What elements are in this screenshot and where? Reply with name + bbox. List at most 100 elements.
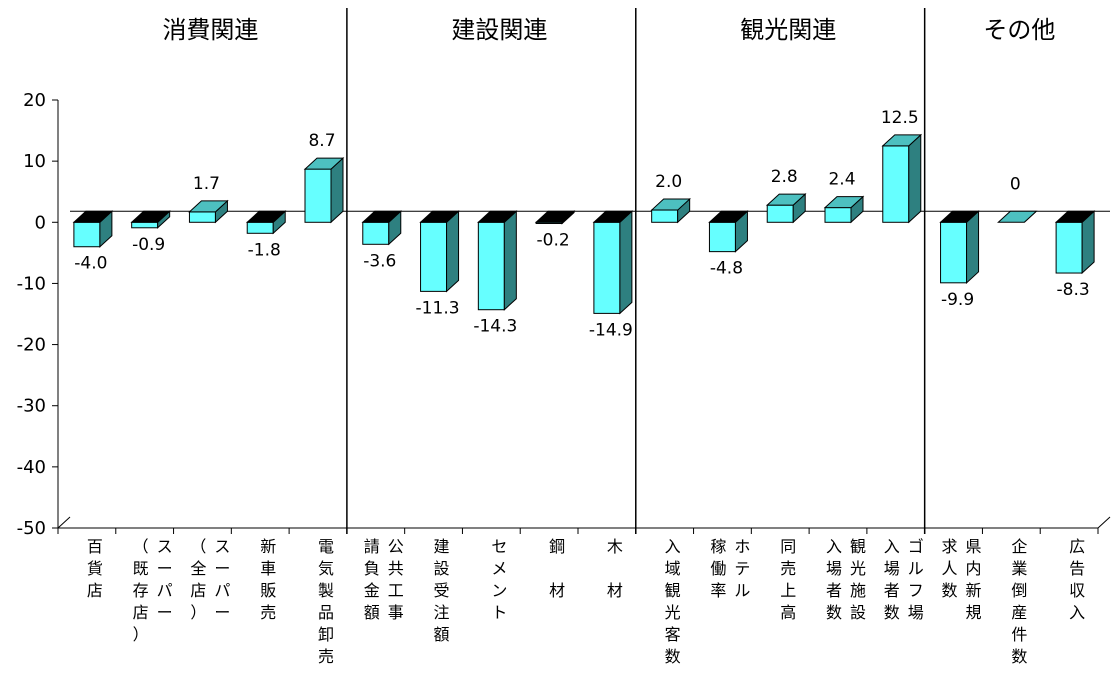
bar-side	[908, 133, 922, 224]
bar-side	[503, 210, 517, 311]
category-label-char: 既	[133, 559, 149, 578]
data-label: 2.8	[771, 167, 798, 187]
category-label-char: パ	[157, 581, 173, 600]
y-tick-label: 20	[23, 90, 46, 111]
y-tick-label: -30	[17, 396, 46, 417]
category-label-char: ホ	[734, 537, 750, 556]
group-title: 建設関連	[451, 16, 547, 44]
category-label-char	[549, 559, 565, 578]
category-label-char: 入	[826, 537, 842, 556]
category-label-char: 新	[966, 581, 982, 600]
category-label-char: ス	[157, 537, 173, 556]
data-label: 1.7	[193, 174, 220, 194]
category-label-char: ー	[214, 559, 230, 578]
category-label-char: 受	[434, 581, 450, 600]
category-label-char: 稼	[710, 537, 726, 556]
y-tick-label: 0	[35, 212, 46, 233]
category-label-char: ）	[133, 625, 149, 644]
category-label-char: 域	[665, 559, 681, 578]
category-label-char: 金	[364, 581, 380, 600]
bar-front	[766, 204, 794, 223]
category-label-char: 者	[884, 581, 900, 600]
category-label-char: 件	[1011, 625, 1027, 644]
category-label-char: 光	[850, 559, 866, 578]
category-label-char: 売	[780, 559, 796, 578]
category-label-char	[607, 559, 623, 578]
bar-front	[246, 221, 274, 234]
category-label-char: 請	[364, 537, 380, 556]
category-label-char: 数	[1011, 647, 1027, 666]
bar	[130, 210, 171, 229]
category-label-char: 全	[190, 559, 206, 578]
category-label-char: 場	[908, 603, 924, 622]
category-label-char: 店	[87, 581, 103, 600]
category-label-char: 上	[780, 581, 796, 600]
category-label-char: 業	[1011, 559, 1027, 578]
category-label-char: 入	[1069, 603, 1085, 622]
category-label-char: メ	[491, 559, 507, 578]
bar-top	[1054, 210, 1096, 223]
data-label: 0	[1010, 174, 1021, 194]
bar-top	[997, 210, 1038, 223]
bar-top	[534, 210, 576, 223]
bar-top	[881, 134, 923, 147]
category-label-char: ゴ	[908, 537, 924, 556]
category-label-char: 売	[318, 647, 334, 666]
bar	[881, 133, 923, 224]
category-label-char: ン	[491, 581, 507, 600]
bar	[72, 210, 114, 248]
bar-front	[131, 221, 159, 229]
category-label-char: 貨	[87, 559, 103, 578]
category-label-char: ）	[190, 603, 206, 622]
category-label-char: 電	[318, 537, 334, 556]
category-label-char: 工	[388, 581, 404, 600]
bar	[823, 195, 865, 224]
bar-side	[619, 210, 633, 315]
category-label-char: 入	[665, 537, 681, 556]
category-label-char: 事	[388, 603, 404, 622]
category-label-char: 数	[884, 603, 900, 622]
category-label-char: 販	[260, 581, 276, 600]
bar	[1054, 210, 1096, 275]
bar	[188, 199, 229, 224]
category-label-char: 注	[434, 603, 450, 622]
category-label-char: ル	[734, 581, 750, 600]
category-label-char: 内	[966, 559, 982, 578]
y-tick-label: -40	[17, 457, 46, 478]
bar-front	[73, 221, 101, 248]
category-label-char: 県	[966, 537, 982, 556]
category-label-char: 製	[318, 581, 334, 600]
bar-top	[823, 196, 865, 209]
category-label-char: 告	[1069, 559, 1085, 578]
bar-top	[361, 210, 403, 223]
category-label-char: 数	[942, 581, 958, 600]
category-label-char: 店	[190, 581, 206, 600]
bar-front	[420, 221, 448, 292]
category-label-char: 負	[364, 559, 380, 578]
bar-front	[304, 168, 332, 223]
bar	[939, 210, 980, 284]
bar-front	[882, 145, 910, 223]
category-label-char: 存	[133, 581, 149, 600]
bar-side	[446, 210, 460, 293]
bar-top	[245, 210, 287, 223]
x-axis-depth	[1097, 516, 1111, 529]
category-label-char: 百	[87, 537, 103, 556]
y-tick-label: 10	[23, 151, 46, 172]
category-label-char: 車	[260, 559, 276, 578]
category-label-char: 高	[780, 603, 796, 622]
category-label-char: 求	[942, 537, 958, 556]
y-tick-label: -20	[17, 335, 46, 356]
category-label-char: 人	[942, 559, 958, 578]
data-label: -14.9	[589, 320, 633, 340]
category-label-char: 設	[434, 559, 450, 578]
category-label-char: 企	[1011, 537, 1027, 556]
category-label-char: 材	[549, 581, 565, 600]
bar-top	[650, 198, 691, 211]
category-label-char: 観	[850, 537, 866, 556]
category-label-char: ー	[157, 603, 173, 622]
category-label-char: 数	[665, 647, 681, 666]
category-label-char: 公	[388, 537, 404, 556]
y-tick-label: -50	[17, 518, 46, 539]
